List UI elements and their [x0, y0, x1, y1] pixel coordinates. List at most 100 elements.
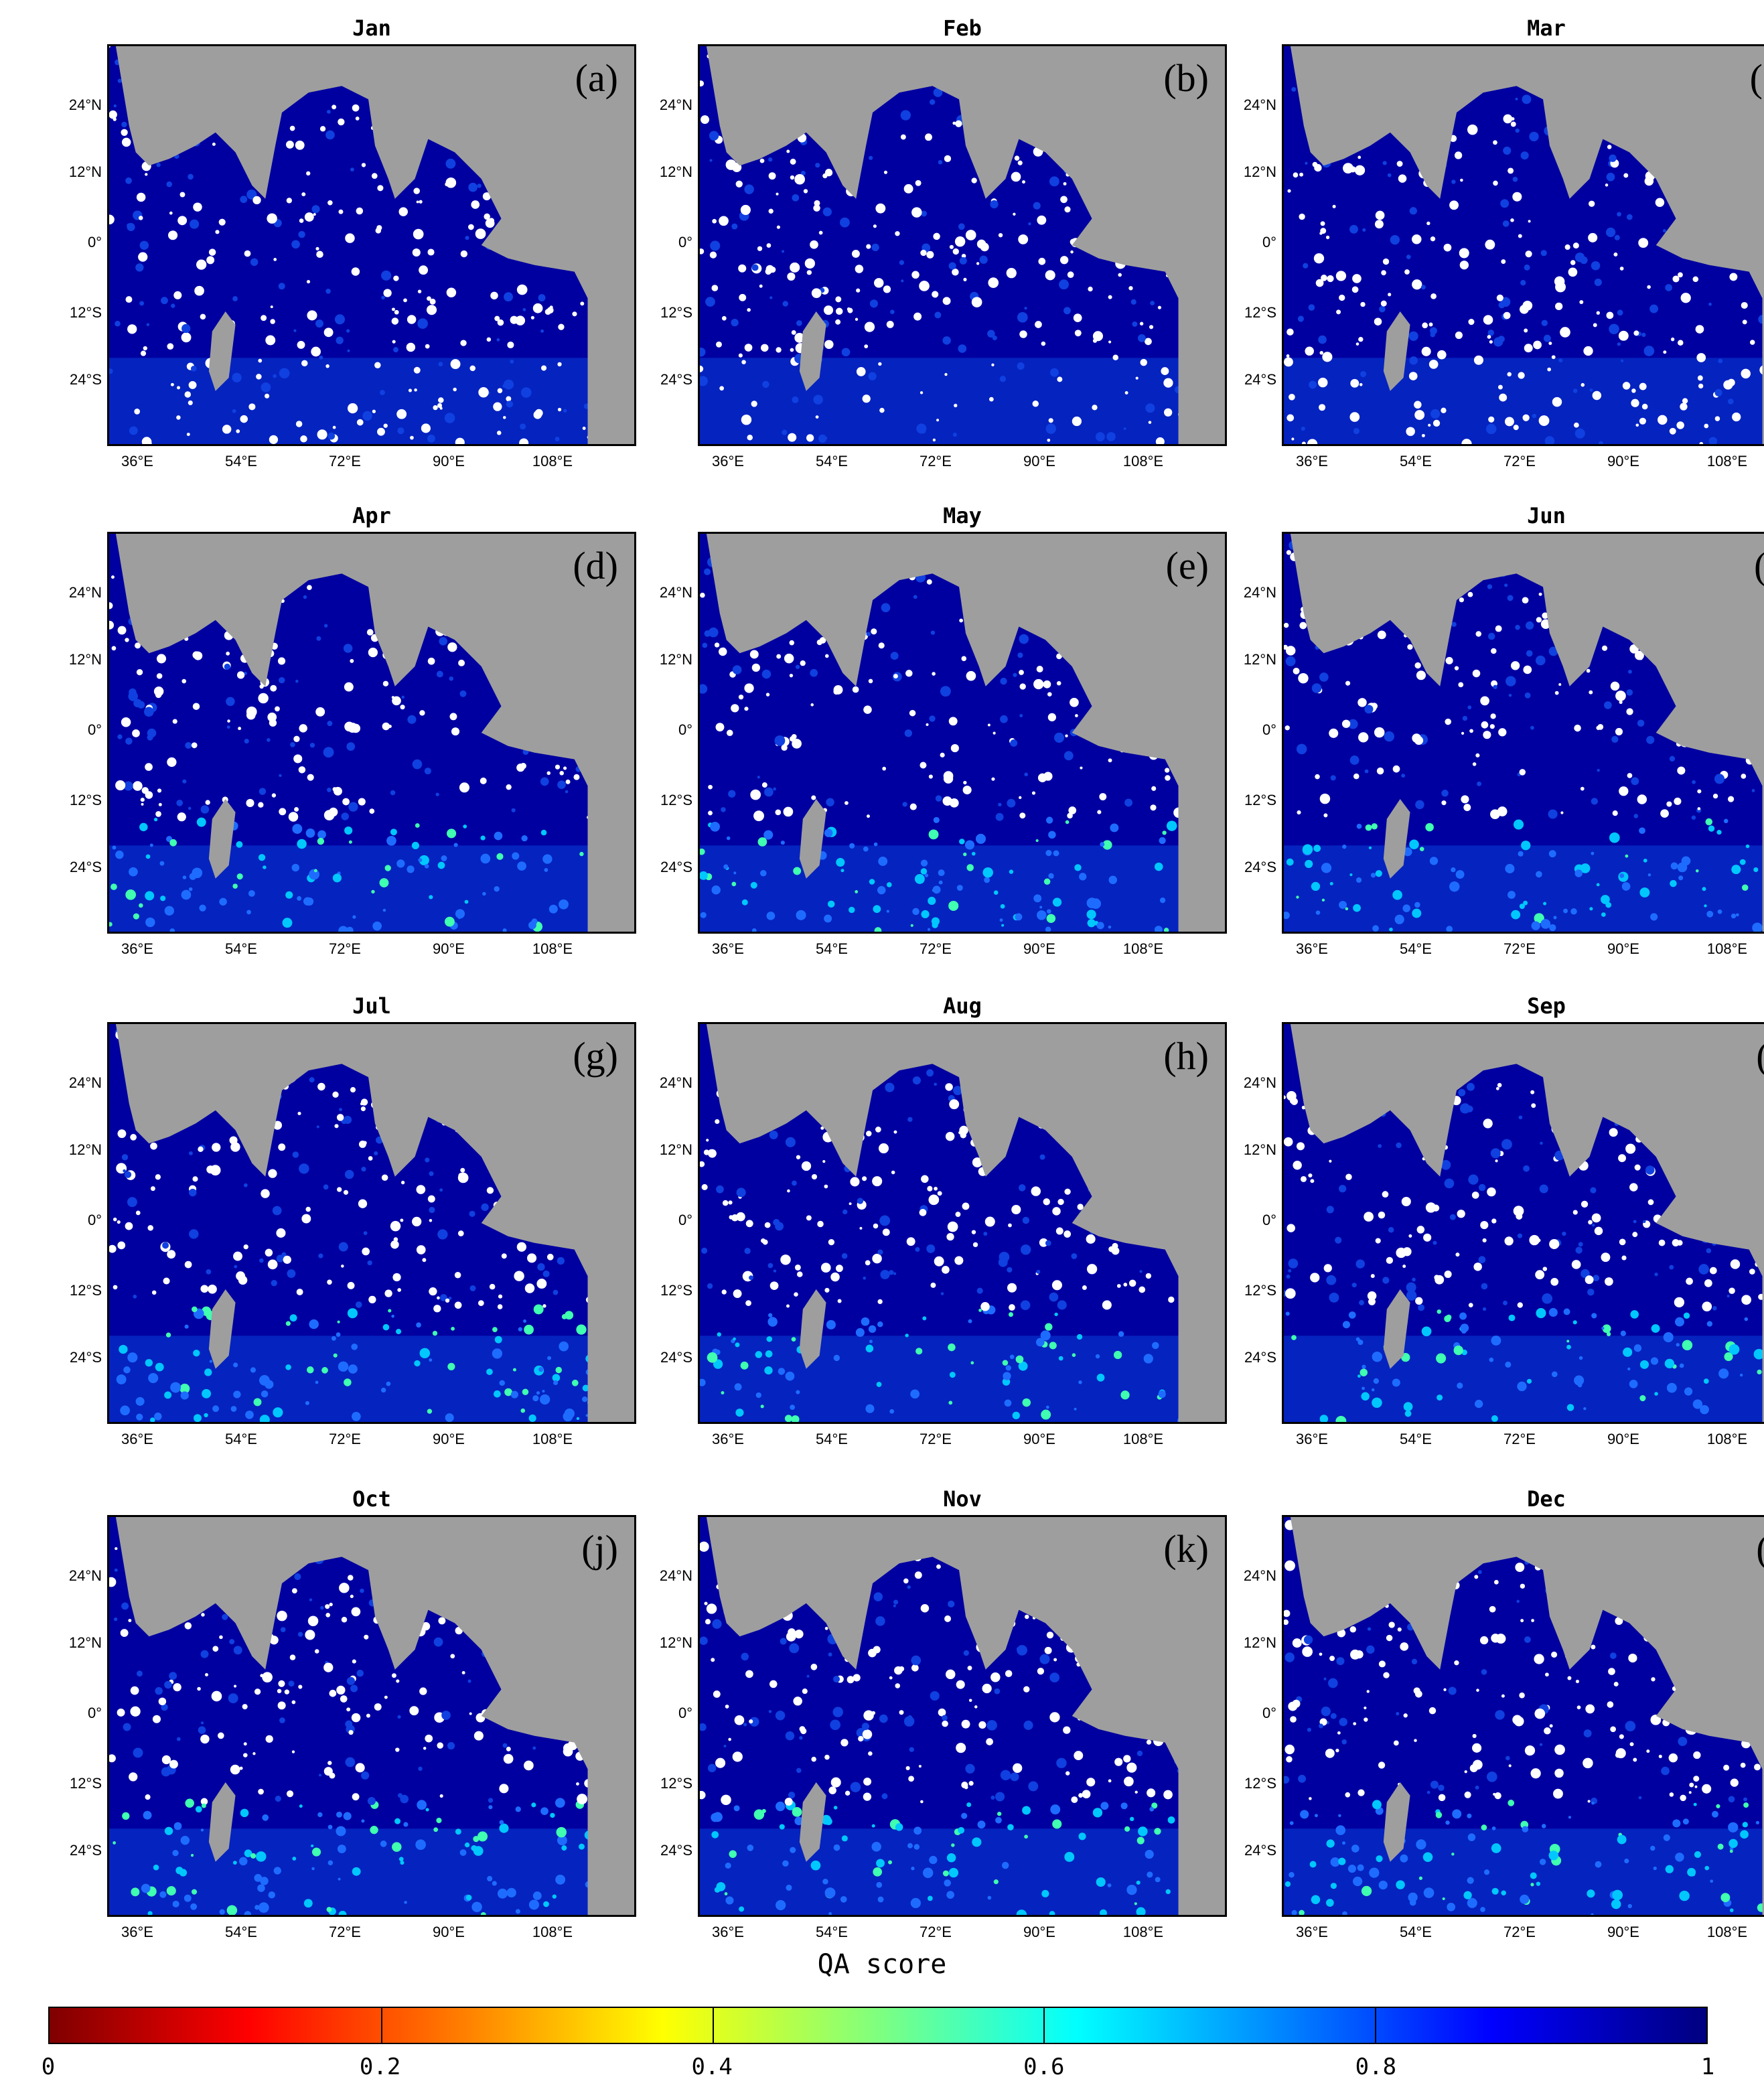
lon-tick-label: 54°E [816, 453, 848, 470]
map-area: (i) [1282, 1022, 1764, 1424]
lon-tick-label: 36°E [121, 453, 153, 470]
lon-tick-label: 90°E [1023, 1431, 1055, 1447]
map-panel-jul: Jul (g) 24°N 12°N 0° 12°S 24°S 36°E 54°E 72°E 90°… [69, 991, 636, 1460]
lat-tick-label: 24°S [70, 859, 102, 875]
lat-tick-label: 24°S [660, 1349, 692, 1366]
lat-tick-label: 24°N [659, 1074, 692, 1091]
lon-tick-label: 36°E [1296, 1924, 1328, 1940]
lat-tick-label: 0° [1262, 1212, 1276, 1228]
lat-tick-label: 12°N [68, 1141, 102, 1158]
lon-tick-label: 36°E [1296, 453, 1328, 470]
lat-tick-label: 12°S [70, 1775, 102, 1792]
lat-tick-label: 0° [87, 1212, 102, 1228]
panel-title: Mar [1527, 15, 1566, 41]
panel-letter: (f) [1754, 543, 1764, 588]
panel-title: Sep [1527, 993, 1566, 1019]
map-area: (k) [698, 1515, 1227, 1917]
panel-letter: (a) [575, 56, 618, 100]
lon-tick-label: 90°E [433, 1924, 465, 1940]
lat-tick-label: 12°S [70, 1282, 102, 1299]
lat-tick-label: 0° [1262, 1705, 1276, 1721]
map-panel-aug: Aug (h) 24°N 12°N 0° 12°S 24°S 36°E 54°E 72°E 90°… [660, 991, 1227, 1460]
lat-tick-label: 0° [87, 234, 102, 250]
lon-tick-label: 72°E [329, 1924, 361, 1940]
lat-tick-label: 24°N [1243, 1074, 1276, 1091]
map-panel-jan: Jan (a) 24°N 12°N 0° 12°S 24°S 36°E 54°E 72°E 90°… [69, 13, 636, 482]
map-area: (f) [1282, 532, 1764, 934]
lon-tick-label: 72°E [920, 1431, 952, 1447]
panel-title: Jun [1527, 503, 1566, 528]
lat-tick-label: 24°S [70, 371, 102, 388]
lon-tick-label: 90°E [433, 453, 465, 470]
map-area: (h) [698, 1022, 1227, 1424]
lon-tick-label: 72°E [1503, 940, 1536, 957]
lon-tick-label: 108°E [1122, 940, 1164, 957]
panel-letter: (h) [1163, 1034, 1209, 1078]
lon-tick-label: 90°E [433, 1431, 465, 1447]
lat-tick-label: 12°N [1243, 163, 1276, 180]
map-panel-feb: Feb (b) 24°N 12°N 0° 12°S 24°S 36°E 54°E 72°E 90°… [660, 13, 1227, 482]
lon-tick-label: 36°E [121, 1924, 153, 1940]
lon-tick-label: 108°E [532, 940, 573, 957]
lon-tick-label: 72°E [329, 940, 361, 957]
colorbar-tick [1043, 2008, 1045, 2043]
map-area: (d) [107, 532, 636, 934]
lat-tick-label: 0° [87, 721, 102, 738]
lon-tick-label: 36°E [1296, 1431, 1328, 1447]
map-area: (b) [698, 44, 1227, 446]
lat-tick-label: 12°N [1243, 1141, 1276, 1158]
lat-tick-label: 12°S [660, 304, 692, 321]
panel-letter: (g) [573, 1034, 618, 1078]
panel-title: Feb [943, 15, 982, 41]
lat-tick-label: 24°N [1243, 1567, 1276, 1584]
lat-tick-label: 24°S [1244, 1842, 1276, 1859]
map-area: (a) [107, 44, 636, 446]
lat-tick-label: 12°N [659, 1141, 692, 1158]
map-panel-jun: Jun (f) 24°N 12°N 0° 12°S 24°S 36°E 54°E 72°E 90°… [1244, 501, 1764, 970]
lon-tick-label: 54°E [225, 1924, 257, 1940]
lat-tick-label: 24°N [1243, 584, 1276, 601]
panel-title: Dec [1527, 1486, 1566, 1512]
map-area: (e) [698, 532, 1227, 934]
colorbar-tick [380, 2008, 382, 2043]
lat-tick-label: 12°S [660, 1775, 692, 1792]
lon-tick-label: 54°E [225, 453, 257, 470]
lat-tick-label: 12°N [659, 651, 692, 668]
lat-tick-label: 0° [87, 1705, 102, 1721]
lat-tick-label: 24°S [660, 1842, 692, 1859]
map-panel-nov: Nov (k) 24°N 12°N 0° 12°S 24°S 36°E 54°E 72°E 90°… [660, 1484, 1227, 1953]
lon-tick-label: 54°E [1400, 453, 1432, 470]
panel-letter: (k) [1163, 1527, 1209, 1571]
lat-tick-label: 24°S [70, 1842, 102, 1859]
panel-letter: (i) [1756, 1033, 1764, 1078]
lat-tick-label: 12°S [660, 792, 692, 808]
lat-tick-label: 24°S [660, 371, 692, 388]
colorbar-tick-label: 0.6 [1023, 2054, 1065, 2080]
lat-tick-label: 0° [678, 234, 692, 250]
lon-tick-label: 90°E [433, 940, 465, 957]
panel-title: May [943, 503, 982, 528]
lon-tick-label: 36°E [121, 940, 153, 957]
panel-letter: (b) [1163, 56, 1209, 100]
lon-tick-label: 90°E [1023, 940, 1055, 957]
panel-title: Oct [352, 1486, 391, 1512]
panel-letter: (e) [1165, 544, 1209, 587]
colorbar-tick-label: 0.8 [1355, 2054, 1397, 2080]
lat-tick-label: 12°S [660, 1282, 692, 1299]
lat-tick-label: 24°N [68, 1567, 102, 1584]
panel-title: Nov [943, 1486, 982, 1512]
lon-tick-label: 72°E [1503, 1924, 1536, 1940]
panel-title: Jan [352, 15, 391, 41]
lon-tick-label: 90°E [1607, 1924, 1639, 1940]
lon-tick-label: 36°E [1296, 940, 1328, 957]
lat-tick-label: 0° [1262, 234, 1276, 250]
colorbar-tick-label: 0.4 [691, 2054, 733, 2080]
lat-tick-label: 12°N [1243, 1634, 1276, 1651]
colorbar [48, 2007, 1708, 2044]
map-area: (j) [107, 1515, 636, 1917]
lon-tick-label: 54°E [816, 1431, 848, 1447]
lat-tick-label: 0° [678, 1705, 692, 1721]
lat-tick-label: 0° [1262, 721, 1276, 738]
lat-tick-label: 24°S [1244, 1349, 1276, 1366]
lat-tick-label: 24°N [659, 584, 692, 601]
